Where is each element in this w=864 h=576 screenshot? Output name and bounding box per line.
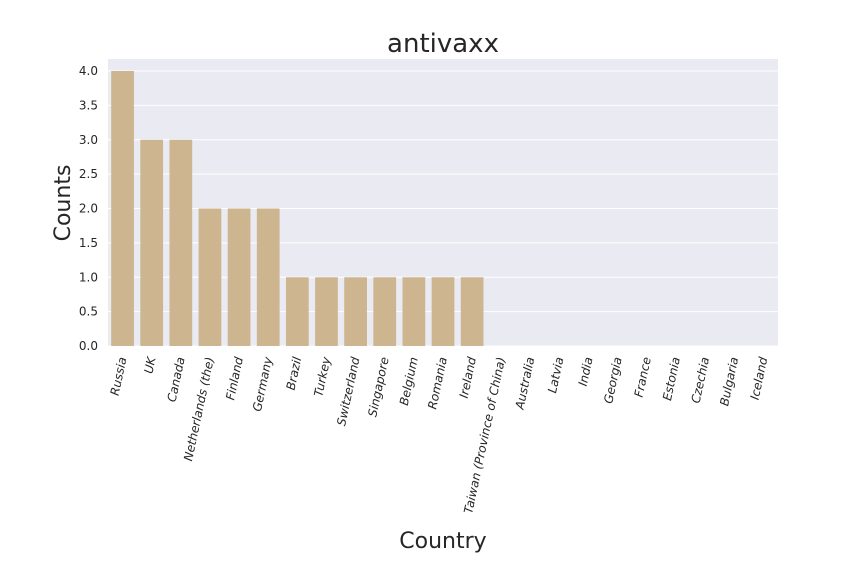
x-tick-label: Singapore [365, 356, 391, 418]
y-tick-label: 2.5 [79, 167, 98, 181]
x-tick-label: Latvia [545, 356, 566, 395]
chart-title: antivaxx [387, 29, 499, 59]
y-tick-label: 1.0 [79, 270, 98, 284]
bar-switzerland [344, 277, 367, 346]
y-tick-label: 0.5 [79, 305, 98, 319]
x-tick-label: Estonia [660, 356, 683, 402]
x-tick-label: France [632, 356, 654, 399]
y-tick-labels: 0.0 0.5 1.0 1.5 2.0 2.5 3.0 3.5 4.0 [79, 64, 98, 353]
x-tick-label: India [576, 356, 596, 388]
x-tick-label: Canada [165, 356, 188, 404]
x-tick-label: Bulgaria [717, 356, 741, 408]
x-tick-label: Belgium [397, 356, 421, 407]
y-tick-label: 3.5 [79, 98, 98, 112]
x-tick-label: Switzerland [334, 355, 362, 427]
bars [111, 71, 484, 346]
x-tick-label: Georgia [601, 356, 625, 405]
bar-singapore [373, 277, 397, 346]
y-axis-label: Counts [51, 165, 76, 242]
x-tick-label: Russia [108, 356, 130, 397]
bar-germany [256, 208, 280, 346]
bar-canada [169, 139, 193, 346]
x-tick-label: Iceland [748, 355, 771, 401]
x-tick-label: Turkey [311, 355, 333, 398]
x-tick-label: Romania [425, 356, 450, 411]
x-tick-label: Finland [223, 355, 246, 401]
x-axis-label: Country [399, 529, 486, 554]
y-tick-label: 0.0 [79, 339, 98, 353]
x-tick-label: Australia [512, 356, 537, 412]
x-tick-label: Germany [250, 355, 275, 413]
y-tick-label: 1.5 [79, 236, 98, 250]
y-tick-label: 2.0 [79, 202, 98, 216]
bar-russia [111, 71, 134, 346]
bar-ireland [460, 277, 484, 346]
x-tick-label: Ireland [457, 355, 479, 399]
bar-uk [140, 139, 164, 346]
y-tick-label: 3.0 [79, 133, 98, 147]
bar-belgium [402, 277, 426, 346]
x-tick-label: Netherlands (the) [181, 356, 217, 463]
bar-brazil [285, 277, 309, 346]
bar-turkey [315, 277, 338, 346]
y-tick-label: 4.0 [79, 64, 98, 78]
bar-finland [227, 208, 251, 346]
x-tick-label: UK [141, 355, 158, 375]
bar-netherlands-the [198, 208, 222, 346]
x-tick-label: Czechia [689, 356, 712, 405]
x-tick-label: Brazil [284, 355, 305, 391]
bar-romania [431, 277, 455, 346]
